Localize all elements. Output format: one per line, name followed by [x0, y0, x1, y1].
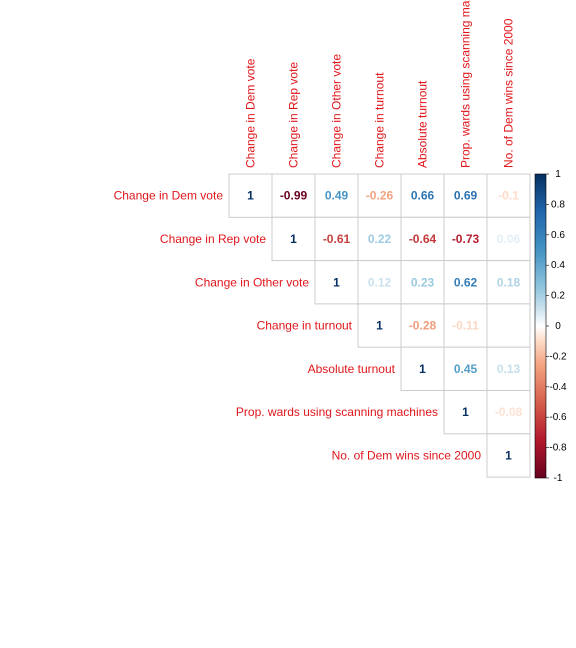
cell-value-4-4: 1 — [376, 319, 383, 333]
row-label-change-in-dem-vote: Change in Dem vote — [114, 189, 224, 203]
cell-value-4-5: -0.28 — [409, 319, 437, 333]
column-label-absolute-turnout: Absolute turnout — [416, 80, 430, 168]
legend-tick-label: -1 — [554, 473, 563, 484]
cell-5-5 — [400, 346, 445, 392]
cell-5-6 — [443, 346, 488, 392]
cell-3-3 — [314, 260, 359, 305]
cell-6-6 — [443, 390, 488, 435]
cell-value-2-5: -0.64 — [409, 232, 437, 246]
cell-value-1-6: 0.69 — [454, 189, 478, 203]
correlation-cells: 1 -0.99 0.49 -0.26 0.66 0.69 -0.11 -0.61 0.22 -0.… — [228, 173, 531, 478]
cell-value-2-6: -0.73 — [452, 232, 480, 246]
column-label-change-in-other-vote: Change in Other vote — [330, 54, 344, 168]
legend-tick-label: 0.6 — [551, 230, 565, 241]
column-label-change-in-dem-vote: Change in Dem vote — [244, 58, 258, 168]
cell-value-1-4: -0.26 — [366, 189, 394, 203]
row-label-change-in-turnout: Change in turnout — [257, 319, 353, 333]
cell-value-2-3: -0.61 — [323, 232, 351, 246]
legend-tick-label: -0.6 — [549, 412, 567, 423]
legend-tick-label: -0.8 — [549, 443, 567, 454]
column-label-change-in-rep-vote: Change in Rep vote — [287, 62, 301, 168]
row-label-change-in-rep-vote: Change in Rep vote — [160, 232, 266, 246]
cell-value-6-7: -0.08 — [495, 405, 523, 419]
color-legend: 1 0.8 0.6 0.4 0.2 0 -0.2 -0.4 -0.6 -0.8 -1 — [534, 169, 567, 484]
cell-value-3-4: 0.12 — [368, 275, 392, 289]
cell-3-7 — [486, 260, 531, 305]
cell-value-7-7: 1 — [505, 448, 512, 462]
cell-1-4 — [357, 173, 402, 218]
legend-tick-label: -0.2 — [549, 351, 567, 362]
cell-1-1 — [228, 173, 273, 218]
cell-value-6-6: 1 — [462, 405, 469, 419]
cell-value-1-1: 1 — [247, 189, 254, 203]
cell-value-1-5: 0.66 — [411, 189, 435, 203]
cell-value-4-6: -0.11 — [452, 319, 479, 333]
legend-tick-label: -0.4 — [549, 382, 567, 393]
cell-3-6 — [443, 260, 488, 305]
cell-value-5-6: 0.45 — [454, 362, 478, 376]
cell-value-3-6: 0.62 — [454, 275, 478, 289]
cell-value-1-3: 0.49 — [325, 189, 349, 203]
column-labels: Change in Dem vote Change in Rep vote Chan… — [244, 0, 516, 168]
row-label-absolute-turnout: Absolute turnout — [308, 362, 396, 376]
column-label-no-of-dem-wins-since-2000: No. of Dem wins since 2000 — [502, 18, 516, 168]
cell-value-3-3: 1 — [333, 275, 340, 289]
cell-4-7 — [486, 303, 531, 348]
legend-tick-label: 1 — [555, 169, 561, 180]
cell-1-2 — [271, 173, 316, 218]
cell-value-1-7: -0.1 — [498, 189, 519, 203]
cell-4-5 — [400, 303, 445, 348]
column-label-change-in-turnout: Change in turnout — [373, 72, 387, 168]
cell-1-3 — [314, 173, 359, 218]
cell-3-4 — [357, 260, 402, 305]
cell-6-7 — [486, 390, 531, 435]
cell-value-1-2: -0.99 — [280, 189, 308, 203]
cell-2-4 — [357, 216, 402, 262]
cell-7-7 — [486, 433, 531, 478]
cell-2-2 — [271, 216, 316, 262]
legend-colorbar — [534, 173, 547, 479]
cell-2-3 — [314, 216, 359, 262]
cell-2-7 — [486, 216, 531, 262]
row-label-change-in-other-vote: Change in Other vote — [195, 275, 309, 289]
legend-tick-label: 0.4 — [551, 260, 565, 271]
cell-value-5-5: 1 — [419, 362, 426, 376]
cell-4-6 — [443, 303, 488, 348]
cell-3-5 — [400, 260, 445, 305]
cell-value-2-7: 0.06 — [497, 232, 521, 246]
cell-value-2-4: 0.22 — [368, 232, 392, 246]
cell-value-2-2: 1 — [290, 232, 297, 246]
legend-tick-label: 0.2 — [551, 291, 565, 302]
cell-value-3-5: 0.23 — [411, 275, 435, 289]
legend-tick-label: 0 — [555, 321, 561, 332]
cell-value-5-7: 0.13 — [497, 362, 521, 376]
row-label-no-of-dem-wins-since-2000: No. of Dem wins since 2000 — [332, 448, 482, 462]
row-labels: Change in Dem vote Change in Rep vote Chan… — [114, 189, 482, 463]
legend-tick-label: 0.8 — [551, 199, 565, 210]
row-label-prop-wards-using-scanning-machines: Prop. wards using scanning machines — [236, 405, 438, 419]
cell-value-3-7: 0.18 — [497, 275, 521, 289]
column-label-prop-wards-using-scanning-machines: Prop. wards using scanning ma — [459, 0, 473, 168]
